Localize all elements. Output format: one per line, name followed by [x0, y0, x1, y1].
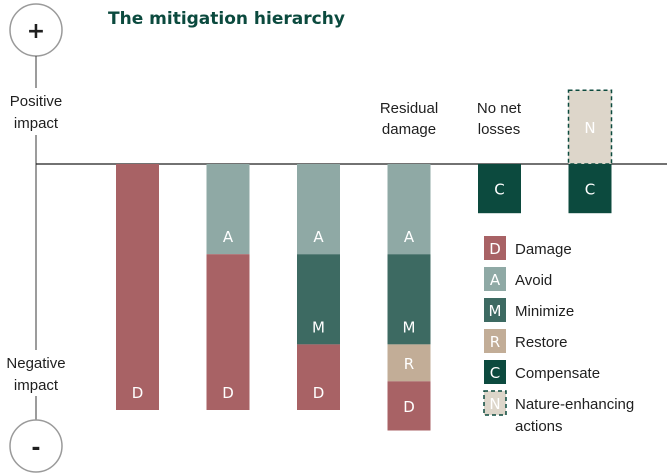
residual-damage-label-line-1: Residual — [380, 100, 438, 117]
negative-label-line-2: impact — [14, 377, 59, 394]
legend-code-a: A — [490, 271, 501, 289]
bar-2-segment-avoid — [206, 164, 250, 255]
no-net-losses-label-line-1: No net — [477, 100, 522, 117]
bar-5-label-c: C — [494, 181, 504, 199]
bar-6-label-n: N — [584, 119, 595, 137]
legend-swatch-minimize — [484, 298, 506, 322]
bar-4-label-d: D — [403, 398, 415, 416]
bar-1-label-d: D — [132, 384, 144, 402]
legend-label-damage: Damage — [515, 241, 572, 258]
bar-1-segment-damage — [116, 164, 159, 410]
legend-swatch-compensate — [484, 360, 506, 384]
bar-2-label-d: D — [222, 384, 234, 402]
negative-circle — [9, 419, 63, 473]
bar-4-segment-minimize — [387, 254, 431, 345]
bar-3-segment-avoid — [297, 164, 340, 255]
plus-symbol: + — [27, 19, 45, 44]
legend-swatch-damage — [484, 236, 506, 260]
bar-4-segment-restore — [387, 344, 431, 382]
legend-label-avoid: Avoid — [515, 272, 552, 289]
bar-3-label-d: D — [313, 384, 325, 402]
bar-4-segment-damage — [387, 381, 431, 431]
negative-label-line-1: Negative — [6, 355, 65, 372]
legend: D Damage A Avoid M Minimize R Restore C Compensat… — [483, 236, 634, 435]
legend-label-nature-enhancing: Nature-enhancing — [515, 396, 634, 413]
bar-4-segment-avoid — [387, 164, 431, 255]
bar-2-label-a: A — [223, 228, 234, 246]
residual-damage-label-line-2: damage — [382, 121, 436, 138]
legend-swatch-nature-enhancing — [483, 390, 507, 416]
positive-label-line-1: Positive — [10, 93, 63, 110]
bar-6-segment-nature-enhancing — [567, 89, 613, 165]
legend-code-m: M — [489, 302, 502, 320]
legend-label-minimize: Minimize — [515, 303, 574, 320]
legend-swatch-restore — [484, 329, 506, 353]
bar-3-label-m: M — [312, 318, 325, 336]
bar-5-segment-compensate — [478, 164, 521, 214]
no-net-losses-label-line-2: losses — [478, 121, 521, 138]
legend-label-restore: Restore — [515, 334, 568, 351]
legend-label-nature-enhancing-line-2: actions — [515, 418, 563, 435]
bar-4-label-m: M — [403, 318, 416, 336]
bar-6-label-c: C — [585, 181, 595, 199]
legend-code-n: N — [489, 395, 500, 413]
bar-2-segment-damage — [206, 254, 250, 410]
bar-4-label-r: R — [404, 355, 414, 373]
minus-symbol: - — [31, 436, 40, 461]
bar-3-label-a: A — [313, 228, 324, 246]
chart-title: The mitigation hierarchy — [108, 9, 345, 29]
bar-3-segment-damage — [297, 344, 340, 410]
bar-4-label-a: A — [404, 228, 415, 246]
bar-6-segment-compensate — [568, 164, 612, 214]
legend-code-c: C — [490, 364, 500, 382]
legend-code-r: R — [490, 333, 500, 351]
bar-3-segment-minimize — [297, 254, 340, 345]
legend-label-compensate: Compensate — [515, 365, 600, 382]
positive-label-line-2: impact — [14, 115, 59, 132]
legend-swatch-avoid — [484, 267, 506, 291]
legend-code-d: D — [489, 240, 501, 258]
